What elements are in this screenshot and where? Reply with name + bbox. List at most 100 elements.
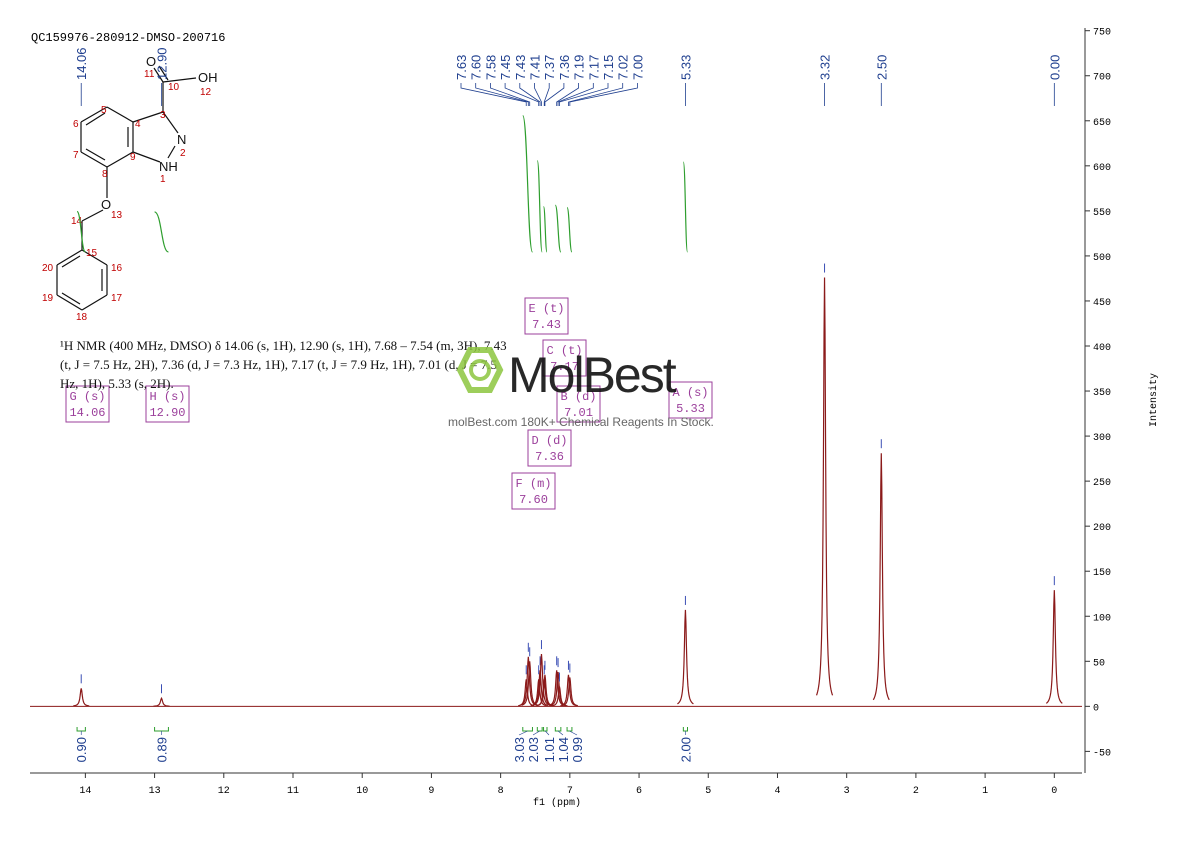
integral-leader xyxy=(545,730,550,736)
x-tick-label: 14 xyxy=(79,786,91,797)
integral-bracket xyxy=(543,727,548,732)
multiplet-box xyxy=(145,385,190,423)
peak-label: 3.32 xyxy=(818,55,833,80)
multiplet-shift: 7.60 xyxy=(519,493,548,507)
atom-number: 7 xyxy=(73,150,79,161)
y-tick-label: 300 xyxy=(1093,433,1111,444)
atom-label: O xyxy=(101,197,111,212)
peak-label: 2.50 xyxy=(874,55,889,80)
x-tick-label: 1 xyxy=(982,786,988,797)
multiplet-shift: 7.01 xyxy=(564,406,593,420)
integral-curve xyxy=(566,206,573,253)
y-tick-label: 700 xyxy=(1093,73,1111,84)
integral-bracket xyxy=(522,727,533,732)
x-tick-label: 0 xyxy=(1051,786,1057,797)
y-tick-label: 100 xyxy=(1093,613,1111,624)
peak-label: 7.00 xyxy=(630,55,645,80)
multiplet-shift: 7.36 xyxy=(535,450,564,464)
peak xyxy=(560,674,577,707)
atom-number: 6 xyxy=(73,119,79,130)
multiplet-label: H (s) xyxy=(149,390,185,404)
multiplet-label: A (s) xyxy=(672,386,708,400)
multiplet-box xyxy=(65,385,110,423)
atom-label: OH xyxy=(198,70,218,85)
atom-number: 3 xyxy=(160,110,166,121)
multiplet-shift: 14.06 xyxy=(69,406,105,420)
peak-label-leader xyxy=(569,83,638,106)
y-tick-label: 450 xyxy=(1093,298,1111,309)
x-tick-label: 3 xyxy=(844,786,850,797)
multiplet-label: B (d) xyxy=(560,390,596,404)
peak-label-leader xyxy=(556,83,579,106)
multiplet-box xyxy=(556,385,601,423)
integral-bracket xyxy=(76,727,86,732)
peak-label: 7.45 xyxy=(498,55,513,80)
atom-label: N xyxy=(177,132,186,147)
peak-label-leader xyxy=(519,83,541,106)
y-tick-label: 0 xyxy=(1093,703,1099,714)
x-tick-label: 13 xyxy=(149,786,161,797)
y-tick-label: 50 xyxy=(1093,658,1105,669)
x-tick-label: 5 xyxy=(705,786,711,797)
x-tick-label: 8 xyxy=(498,786,504,797)
y-tick-label: 600 xyxy=(1093,163,1111,174)
integral-label: 0.89 xyxy=(155,737,170,762)
integral-label: 2.03 xyxy=(526,737,541,762)
atom-number: 11 xyxy=(144,69,155,80)
peak-label-leader xyxy=(544,83,565,106)
y-tick-label: -50 xyxy=(1093,748,1111,759)
integral-leader xyxy=(569,730,578,736)
atom-number: 10 xyxy=(168,82,180,93)
integral-curve xyxy=(522,115,534,253)
peak-label-leader xyxy=(460,83,527,106)
y-axis-label: Intensity xyxy=(1148,373,1160,427)
y-tick-label: 550 xyxy=(1093,208,1111,219)
atom-number: 8 xyxy=(102,169,108,180)
peak xyxy=(548,670,565,706)
peak-label: 7.36 xyxy=(557,55,572,80)
peak-label: 7.43 xyxy=(513,55,528,80)
peak-label: 7.41 xyxy=(528,55,543,80)
integral-curve xyxy=(682,161,689,253)
integral-leader xyxy=(518,730,528,736)
x-tick-label: 7 xyxy=(567,786,573,797)
peak-label-leader xyxy=(489,83,531,106)
atom-number: 4 xyxy=(135,119,141,130)
peak xyxy=(561,677,578,707)
y-tick-label: 150 xyxy=(1093,568,1111,579)
structure-bonds xyxy=(56,65,197,311)
peak-label-leader xyxy=(557,83,594,106)
x-tick-label: 11 xyxy=(287,786,299,797)
x-tick-label: 2 xyxy=(913,786,919,797)
integral-label: 0.90 xyxy=(74,737,89,762)
integral-curve xyxy=(76,210,86,253)
multiplet-label: C (t) xyxy=(546,344,582,358)
y-tick-label: 500 xyxy=(1093,253,1111,264)
atom-label: NH xyxy=(159,159,178,174)
atom-number: 12 xyxy=(200,87,212,98)
atom-number: 19 xyxy=(42,293,54,304)
chart-title: QC159976-280912-DMSO-200716 xyxy=(31,31,225,45)
atom-number: 5 xyxy=(101,105,107,116)
peak xyxy=(677,609,694,705)
peak xyxy=(1045,590,1063,704)
y-tick-label: 250 xyxy=(1093,478,1111,489)
peak-label-leader xyxy=(568,83,624,106)
y-tick-label: 200 xyxy=(1093,523,1111,534)
peak xyxy=(872,453,890,701)
integral-bracket xyxy=(154,727,169,732)
integral-leader xyxy=(557,730,564,736)
peak-label-leader xyxy=(543,83,550,106)
multiplet-shift: 7.17 xyxy=(550,360,579,374)
x-tick-label: 12 xyxy=(218,786,230,797)
atom-number: 18 xyxy=(76,312,88,323)
multiplet-shift: 12.90 xyxy=(149,406,185,420)
x-tick-label: 10 xyxy=(356,786,368,797)
atom-number: 20 xyxy=(42,263,54,274)
peak-label: 7.15 xyxy=(601,55,616,80)
multiplet-box xyxy=(511,472,556,510)
integral-curve xyxy=(542,205,548,253)
multiplet-label: F (m) xyxy=(515,477,551,491)
